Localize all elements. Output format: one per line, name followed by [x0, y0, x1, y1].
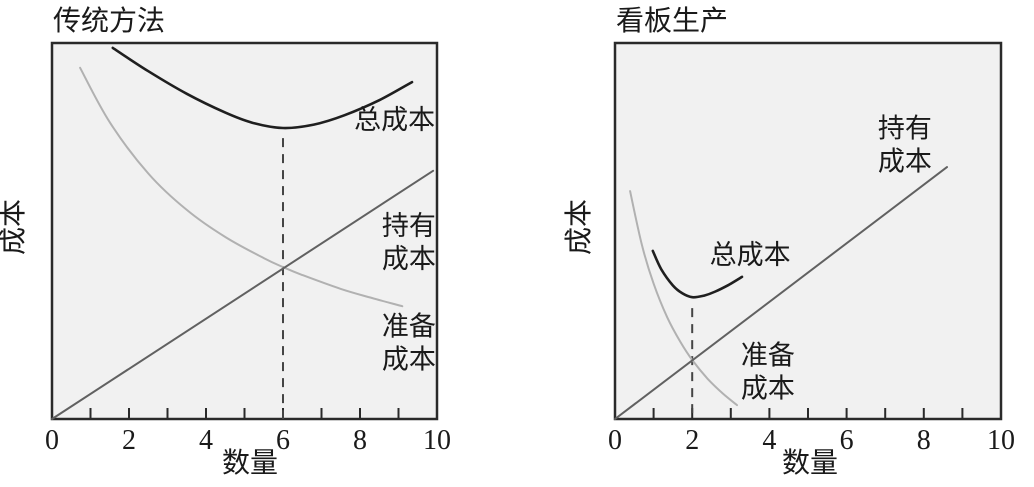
curve-setup-cost — [629, 190, 738, 407]
chart-title-traditional: 传统方法 — [53, 5, 165, 37]
x-tick-label: 10 — [987, 425, 1015, 456]
x-tick-label: 6 — [276, 425, 290, 456]
plot-area — [50, 41, 439, 421]
x-tick-label: 10 — [423, 425, 451, 456]
x-tick-label: 0 — [45, 425, 59, 456]
label-setup-cost: 准备成本 — [741, 341, 795, 404]
x-tick-label: 2 — [685, 425, 699, 456]
x-tick-label: 6 — [840, 425, 854, 456]
x-tick-label: 2 — [122, 425, 136, 456]
y-axis-label-traditional: 成本 — [0, 199, 29, 255]
label-holding-cost: 持有成本 — [878, 113, 932, 176]
x-axis-label-traditional: 数量 — [222, 447, 278, 479]
x-tick-label: 8 — [917, 425, 931, 456]
chart-title-kanban: 看板生产 — [616, 5, 728, 37]
y-axis-label-kanban: 成本 — [563, 199, 595, 255]
curve-setup-cost — [79, 66, 404, 308]
x-tick-label: 8 — [353, 425, 367, 456]
x-tick-label: 4 — [762, 425, 776, 456]
curve-holding-cost — [614, 166, 948, 420]
curve-total-cost — [651, 249, 744, 299]
plot-area — [613, 41, 1003, 421]
label-total-cost: 总成本 — [710, 240, 791, 270]
curve-total-cost — [111, 46, 414, 130]
label-total-cost: 总成本 — [354, 105, 435, 135]
curve-holding-cost — [51, 169, 435, 420]
x-tick-label: 0 — [608, 425, 622, 456]
label-holding-cost: 持有成本 — [382, 211, 436, 274]
label-setup-cost: 准备成本 — [382, 312, 436, 375]
x-tick-label: 4 — [199, 425, 213, 456]
x-axis-label-kanban: 数量 — [782, 447, 838, 479]
